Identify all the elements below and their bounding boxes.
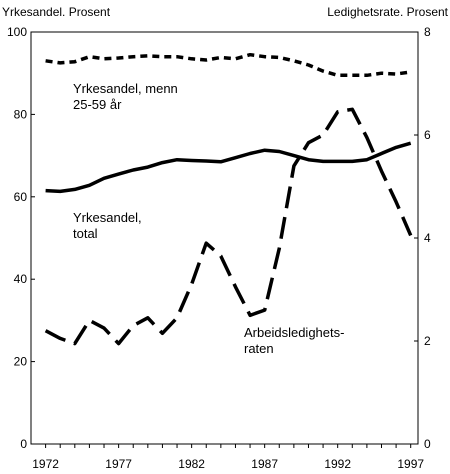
left-tick-label: 0 <box>20 437 27 451</box>
annotations: Yrkesandel, menn 25-59 år Yrkesandel, total… <box>73 81 344 356</box>
x-tick-label: 1972 <box>32 457 59 471</box>
annotation-menn-line: Yrkesandel, menn <box>73 81 178 96</box>
left-tick-label: 60 <box>14 190 28 204</box>
right-tick-label: 8 <box>424 25 431 39</box>
right-tick-label: 6 <box>424 128 431 142</box>
right-tick-label: 0 <box>424 437 431 451</box>
left-tick-label: 100 <box>7 25 27 39</box>
series-yrkesandel-total <box>45 141 412 194</box>
right-tick-label: 2 <box>424 334 431 348</box>
right-axis-title: Ledighetsrate. Prosent <box>327 5 448 19</box>
x-tick-label: 1982 <box>178 457 205 471</box>
annotation-ledighet: Arbeidsledighets-raten <box>244 325 344 356</box>
left-tick-label: 40 <box>14 272 28 286</box>
x-tick-label: 1997 <box>397 457 424 471</box>
x-tick-label: 1992 <box>324 457 351 471</box>
series-menn-25-59 <box>45 52 411 78</box>
x-tick-label: 1987 <box>251 457 278 471</box>
series-arbeidsledighet <box>44 107 413 346</box>
left-tick-label: 80 <box>14 107 28 121</box>
left-tick-label: 20 <box>14 355 28 369</box>
annotation-total: Yrkesandel, total <box>73 210 142 241</box>
left-axis-title: Yrkesandel. Prosent <box>2 5 111 19</box>
annotation-menn-line: 25-59 år <box>73 97 122 112</box>
annotation-menn: Yrkesandel, menn 25-59 år <box>73 81 178 112</box>
annotation-ledighet-line: raten <box>244 341 274 356</box>
axes: 0 20 40 60 80 100 0 2 4 6 8 1972 1977 1982 1987 1992 199… <box>7 25 431 471</box>
series-layer <box>44 52 413 346</box>
right-tick-label: 4 <box>424 231 431 245</box>
annotation-total-line: total <box>73 226 98 241</box>
annotation-ledighet-line: Arbeidsledighets- <box>244 325 344 340</box>
annotation-total-line: Yrkesandel, <box>73 210 142 225</box>
x-tick-label: 1977 <box>105 457 132 471</box>
